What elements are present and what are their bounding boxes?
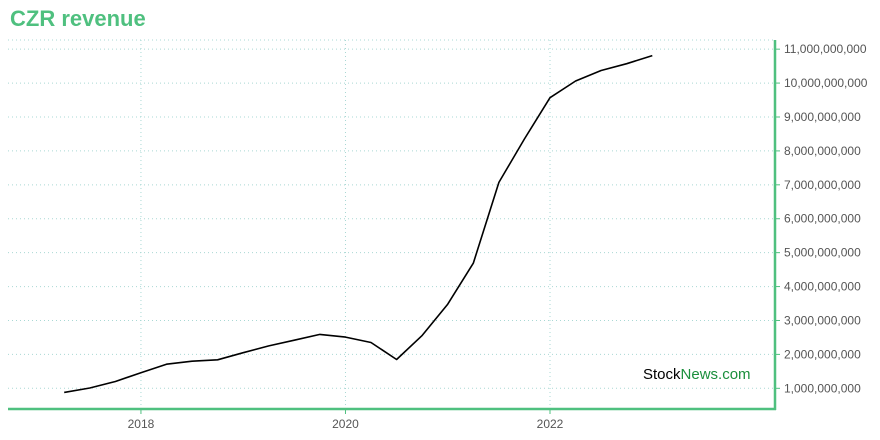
- y-tick-label: 2,000,000,000: [784, 347, 861, 361]
- y-tick-labels: 1,000,000,000 2,000,000,000 3,000,000,000 4…: [784, 42, 868, 395]
- watermark-stock: Stock: [643, 366, 681, 383]
- y-tick-label: 6,000,000,000: [784, 212, 861, 226]
- chart-title: CZR revenue: [10, 6, 146, 31]
- grid-lines: [8, 39, 775, 409]
- y-tick-label: 8,000,000,000: [784, 144, 861, 158]
- y-tick-label: 9,000,000,000: [784, 110, 861, 124]
- y-tick-label: 11,000,000,000: [784, 42, 867, 56]
- y-tick-label: 4,000,000,000: [784, 280, 861, 294]
- y-tick-label: 10,000,000,000: [784, 76, 868, 90]
- y-tick-label: 5,000,000,000: [784, 246, 861, 260]
- watermark-com: .com: [718, 366, 751, 383]
- x-tick-label: 2020: [332, 417, 359, 431]
- watermark-news: News: [681, 366, 719, 383]
- series-line: [64, 54, 653, 394]
- x-tick-labels: 2018 2020 2022: [128, 417, 564, 431]
- axes: [8, 40, 780, 414]
- y-tick-label: 1,000,000,000: [784, 381, 861, 395]
- watermark: StockNews.com: [643, 366, 751, 383]
- y-tick-label: 3,000,000,000: [784, 313, 861, 327]
- x-tick-label: 2022: [537, 417, 564, 431]
- x-tick-label: 2018: [128, 417, 155, 431]
- series-lines: [64, 54, 653, 394]
- y-tick-label: 7,000,000,000: [784, 178, 861, 192]
